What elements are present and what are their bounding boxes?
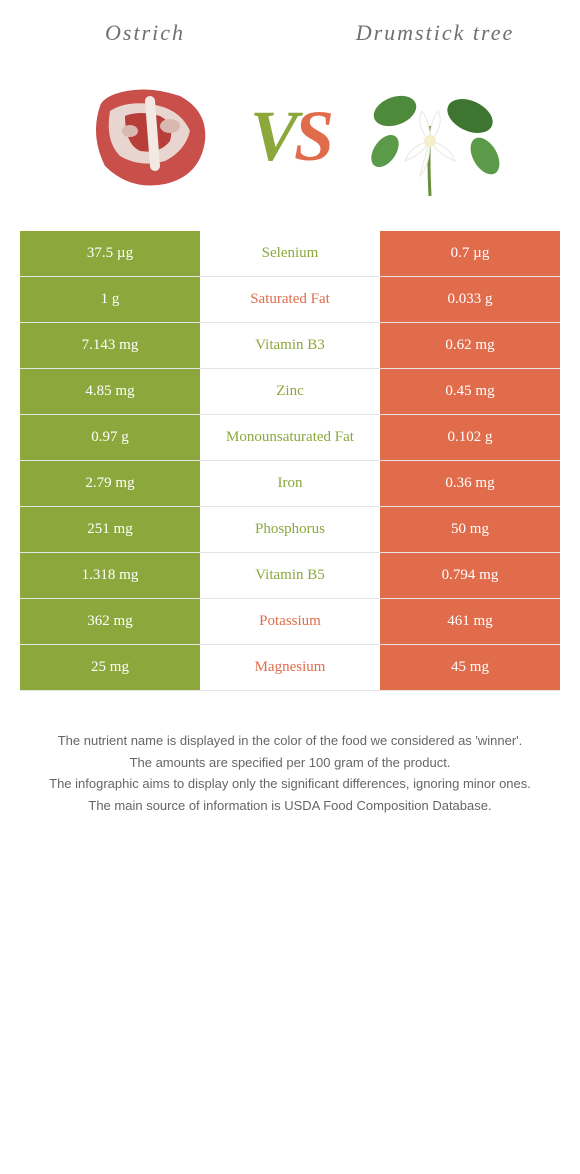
left-value-cell: 1.318 mg bbox=[20, 553, 200, 598]
table-row: 0.97 gMonounsaturated Fat0.102 g bbox=[20, 415, 560, 461]
left-food-title: Ostrich bbox=[0, 20, 290, 46]
left-value-cell: 1 g bbox=[20, 277, 200, 322]
right-value-cell: 461 mg bbox=[380, 599, 560, 644]
right-value-cell: 0.7 µg bbox=[380, 231, 560, 276]
nutrient-table: 37.5 µgSelenium0.7 µg1 gSaturated Fat0.0… bbox=[20, 231, 560, 691]
right-value-cell: 0.36 mg bbox=[380, 461, 560, 506]
right-value-cell: 0.102 g bbox=[380, 415, 560, 460]
nutrient-name-cell: Saturated Fat bbox=[200, 277, 380, 322]
left-value-cell: 37.5 µg bbox=[20, 231, 200, 276]
left-value-cell: 25 mg bbox=[20, 645, 200, 690]
footer-line-2: The amounts are specified per 100 gram o… bbox=[30, 753, 550, 773]
nutrient-name-cell: Vitamin B3 bbox=[200, 323, 380, 368]
table-row: 4.85 mgZinc0.45 mg bbox=[20, 369, 560, 415]
vs-v: V bbox=[250, 96, 294, 176]
right-value-cell: 50 mg bbox=[380, 507, 560, 552]
table-row: 2.79 mgIron0.36 mg bbox=[20, 461, 560, 507]
left-value-cell: 4.85 mg bbox=[20, 369, 200, 414]
table-row: 7.143 mgVitamin B30.62 mg bbox=[20, 323, 560, 369]
table-row: 1 gSaturated Fat0.033 g bbox=[20, 277, 560, 323]
nutrient-name-cell: Vitamin B5 bbox=[200, 553, 380, 598]
footer-line-4: The main source of information is USDA F… bbox=[30, 796, 550, 816]
right-value-cell: 0.033 g bbox=[380, 277, 560, 322]
footer-line-1: The nutrient name is displayed in the co… bbox=[30, 731, 550, 751]
right-food-title: Drumstick tree bbox=[290, 20, 580, 46]
table-row: 362 mgPotassium461 mg bbox=[20, 599, 560, 645]
header-row: Ostrich Drumstick tree bbox=[0, 0, 580, 56]
right-value-cell: 45 mg bbox=[380, 645, 560, 690]
left-value-cell: 7.143 mg bbox=[20, 323, 200, 368]
nutrient-name-cell: Magnesium bbox=[200, 645, 380, 690]
vs-s: S bbox=[294, 96, 330, 176]
right-value-cell: 0.794 mg bbox=[380, 553, 560, 598]
vs-row: VS bbox=[0, 56, 580, 231]
nutrient-name-cell: Selenium bbox=[200, 231, 380, 276]
table-row: 1.318 mgVitamin B50.794 mg bbox=[20, 553, 560, 599]
right-value-cell: 0.62 mg bbox=[380, 323, 560, 368]
nutrient-name-cell: Phosphorus bbox=[200, 507, 380, 552]
table-row: 37.5 µgSelenium0.7 µg bbox=[20, 231, 560, 277]
footer-notes: The nutrient name is displayed in the co… bbox=[30, 731, 550, 815]
ostrich-image bbox=[70, 66, 230, 206]
nutrient-name-cell: Iron bbox=[200, 461, 380, 506]
right-value-cell: 0.45 mg bbox=[380, 369, 560, 414]
vs-label: VS bbox=[250, 95, 330, 178]
nutrient-name-cell: Potassium bbox=[200, 599, 380, 644]
drumstick-tree-image bbox=[350, 66, 510, 206]
table-row: 251 mgPhosphorus50 mg bbox=[20, 507, 560, 553]
left-value-cell: 251 mg bbox=[20, 507, 200, 552]
left-value-cell: 2.79 mg bbox=[20, 461, 200, 506]
nutrient-name-cell: Zinc bbox=[200, 369, 380, 414]
footer-line-3: The infographic aims to display only the… bbox=[30, 774, 550, 794]
left-value-cell: 362 mg bbox=[20, 599, 200, 644]
left-value-cell: 0.97 g bbox=[20, 415, 200, 460]
nutrient-name-cell: Monounsaturated Fat bbox=[200, 415, 380, 460]
table-row: 25 mgMagnesium45 mg bbox=[20, 645, 560, 691]
